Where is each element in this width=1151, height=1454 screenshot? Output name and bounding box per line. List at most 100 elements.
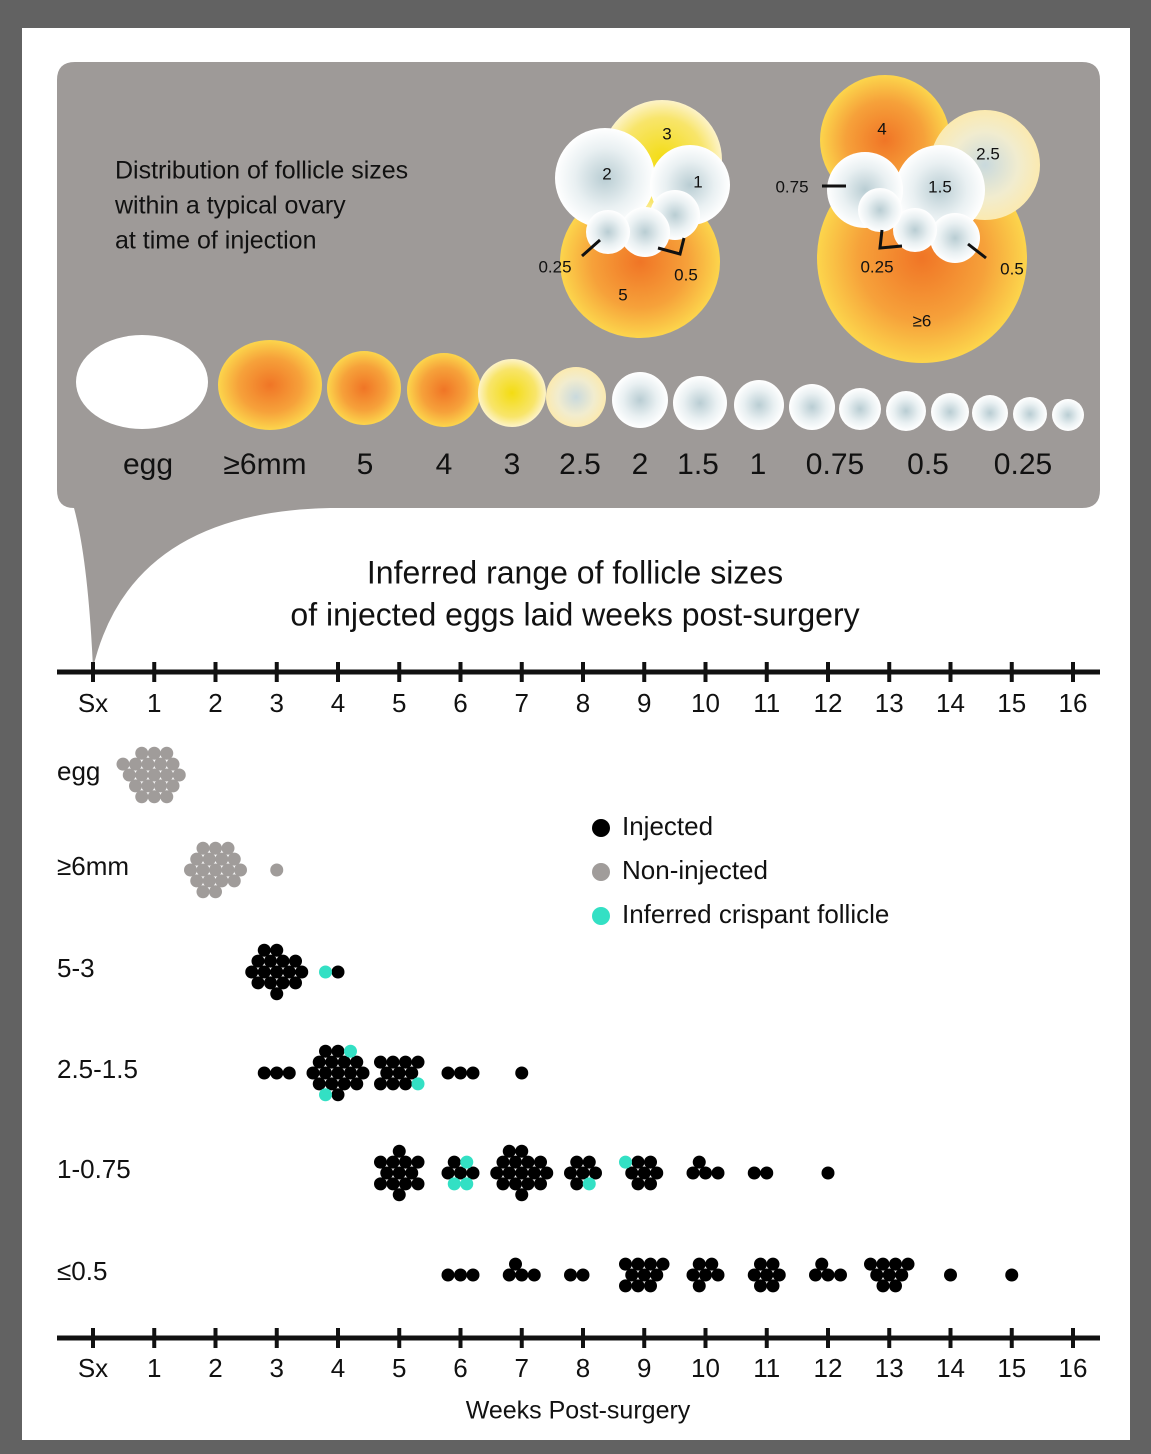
dot: [490, 1167, 503, 1180]
dot: [399, 1156, 412, 1169]
dot: [834, 1269, 847, 1282]
x-tick-label: 5: [392, 688, 406, 718]
dot: [895, 1269, 908, 1282]
scale-label: 3: [504, 448, 521, 481]
dot: [160, 769, 173, 782]
follicle: [972, 395, 1008, 431]
dot: [167, 779, 180, 792]
x-tick-label: Sx: [78, 1353, 108, 1383]
follicle: [931, 393, 969, 431]
x-tick-label: 12: [814, 1353, 843, 1383]
dot: [184, 864, 197, 877]
dot: [889, 1279, 902, 1292]
dot: [944, 1269, 957, 1282]
x-tick-label: 6: [453, 1353, 467, 1383]
plot-title: Inferred range of follicle sizes: [367, 554, 783, 590]
dot: [129, 758, 142, 771]
dot: [252, 955, 265, 968]
size-label: 0.75: [775, 177, 808, 196]
row-label: ≤0.5: [57, 1256, 107, 1286]
dot: [319, 1088, 332, 1101]
follicle: [407, 353, 481, 427]
follicle: [930, 213, 980, 263]
dot: [773, 1269, 786, 1282]
size-label: 2: [602, 164, 611, 183]
dot: [877, 1279, 890, 1292]
size-label: 0.25: [860, 257, 893, 276]
dot: [332, 1088, 345, 1101]
dot: [148, 790, 161, 803]
dot: [117, 758, 130, 771]
x-tick-label: 2: [208, 688, 222, 718]
dot: [460, 1156, 473, 1169]
dot: [209, 885, 222, 898]
x-tick-label: 16: [1059, 688, 1088, 718]
dot: [889, 1258, 902, 1271]
dot: [509, 1177, 522, 1190]
dot: [412, 1077, 425, 1090]
scale-label: 0.75: [806, 448, 864, 481]
dot: [295, 966, 308, 979]
follicle: [612, 372, 668, 428]
x-tick-label: 15: [997, 1353, 1026, 1383]
dot: [748, 1167, 761, 1180]
follicle: [839, 388, 881, 430]
dot: [374, 1156, 387, 1169]
legend-label: Non-injected: [622, 855, 768, 885]
x-tick-label: 10: [691, 1353, 720, 1383]
dot: [197, 885, 210, 898]
dot: [625, 1167, 638, 1180]
dot: [877, 1258, 890, 1271]
x-tick-label: 14: [936, 1353, 965, 1383]
dot: [760, 1269, 773, 1282]
dot: [228, 874, 241, 887]
dot: [442, 1067, 455, 1080]
dot: [687, 1167, 700, 1180]
x-tick-label: 14: [936, 688, 965, 718]
dot: [313, 1056, 326, 1069]
dot: [644, 1279, 657, 1292]
dot: [522, 1156, 535, 1169]
dot: [509, 1156, 522, 1169]
size-label: 0.5: [674, 265, 698, 284]
dot: [258, 966, 271, 979]
dot: [638, 1167, 651, 1180]
dot: [454, 1067, 467, 1080]
dot: [197, 864, 210, 877]
x-tick-label: 9: [637, 1353, 651, 1383]
dot: [203, 853, 216, 866]
dot: [570, 1177, 583, 1190]
dot: [399, 1056, 412, 1069]
dot: [135, 790, 148, 803]
dot: [712, 1269, 725, 1282]
dot: [393, 1145, 406, 1158]
dot: [135, 769, 148, 782]
dot: [264, 955, 277, 968]
dot: [135, 747, 148, 760]
x-tick-label: 7: [515, 1353, 529, 1383]
dot: [270, 944, 283, 957]
size-label: 5: [618, 285, 627, 304]
dot: [577, 1167, 590, 1180]
dot: [270, 966, 283, 979]
dot: [644, 1156, 657, 1169]
dot: [350, 1077, 363, 1090]
legend-marker: [592, 819, 610, 837]
dot: [515, 1167, 528, 1180]
dot: [902, 1258, 915, 1271]
row-label: ≥6mm: [57, 851, 129, 881]
dot: [705, 1258, 718, 1271]
dot: [503, 1145, 516, 1158]
dot: [228, 853, 241, 866]
dot: [332, 966, 345, 979]
dot: [270, 987, 283, 1000]
scale-label: ≥6mm: [223, 448, 306, 481]
x-tick-label: 11: [753, 688, 780, 718]
dot: [870, 1269, 883, 1282]
dot: [160, 790, 173, 803]
dot: [632, 1279, 645, 1292]
size-label: 2.5: [976, 144, 1000, 163]
legend-label: Inferred crispant follicle: [622, 899, 889, 929]
follicle: [886, 391, 926, 431]
dot: [619, 1156, 632, 1169]
